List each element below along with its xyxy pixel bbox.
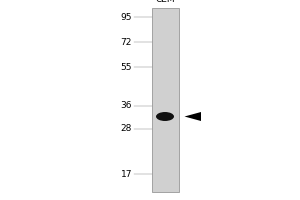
Text: 95: 95 <box>121 13 132 22</box>
Bar <box>152 8 178 192</box>
Text: 28: 28 <box>121 124 132 133</box>
Polygon shape <box>184 112 201 121</box>
Text: CEM: CEM <box>155 0 175 4</box>
Text: 55: 55 <box>121 63 132 72</box>
Ellipse shape <box>156 112 174 121</box>
Text: 36: 36 <box>121 101 132 110</box>
Text: 17: 17 <box>121 170 132 179</box>
Text: 72: 72 <box>121 38 132 47</box>
